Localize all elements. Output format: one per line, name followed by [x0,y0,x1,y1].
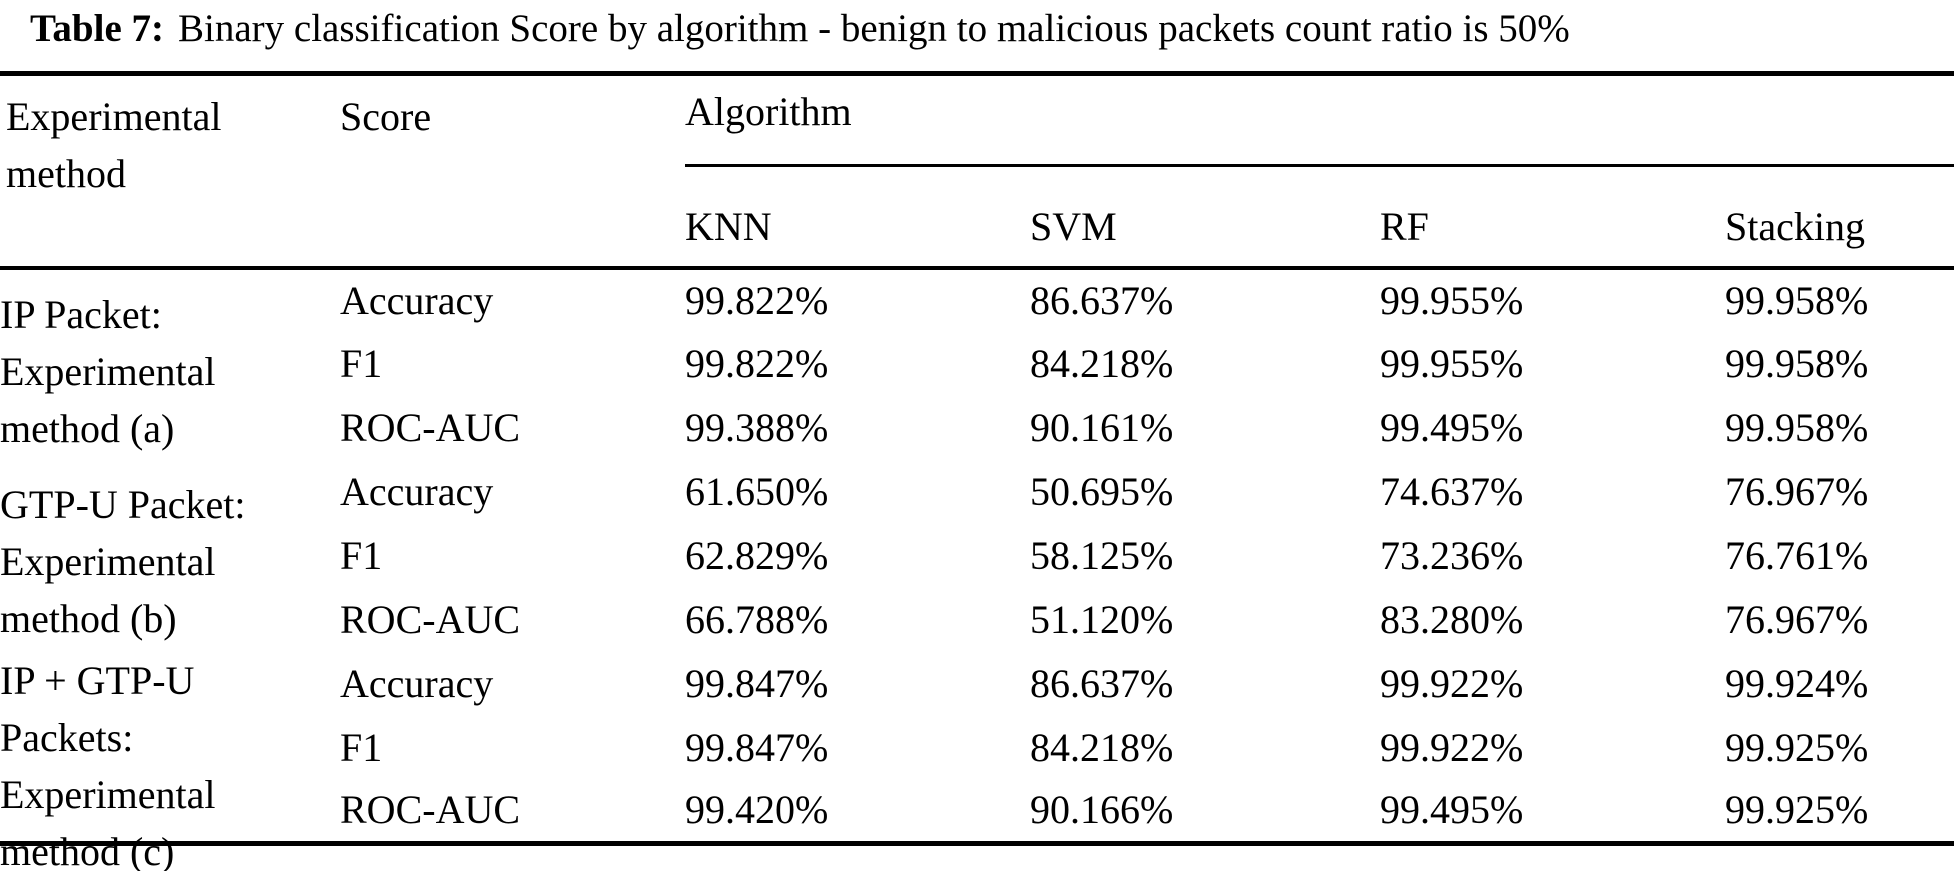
col-header-experimental-method: Experimental method [0,73,340,270]
table-caption: Table 7: Binary classification Score by a… [0,0,1954,52]
table-row: ROC-AUC 66.788% 51.120% 83.280% 76.967% [0,588,1954,652]
value-cell: 62.829% [685,532,829,578]
score-cell: Accuracy [340,660,494,706]
value-cell: 84.218% [1030,724,1174,770]
score-cell: ROC-AUC [340,787,521,833]
table-row: F1 99.822% 84.218% 99.955% 99.958% [0,332,1954,396]
col-header-rf: RF [1380,165,1725,270]
col-header-stacking: Stacking [1725,165,1954,270]
value-cell: 74.637% [1380,468,1524,514]
method-label-b: GTP-U Packet: Experimental method (b) [0,481,246,641]
score-cell: Accuracy [340,277,494,323]
value-cell: 86.637% [1030,277,1174,323]
col-header-svm: SVM [1030,165,1380,270]
table-row: IP + GTP-U Packets: Experimental method … [0,652,1954,871]
value-cell: 99.958% [1725,340,1869,386]
score-cell: ROC-AUC [340,596,521,642]
value-cell: 66.788% [685,596,829,642]
score-cell: Accuracy [340,468,494,514]
col-header-knn: KNN [685,165,1030,270]
value-cell: 99.922% [1380,660,1524,706]
value-cell: 90.161% [1030,404,1174,450]
value-cell: 99.922% [1380,724,1524,770]
value-cell: 99.955% [1380,277,1524,323]
table-row: F1 99.847% 84.218% 99.922% 99.925% [0,716,1954,780]
table-row: F1 62.829% 58.125% 73.236% 76.761% [0,524,1954,588]
value-cell: 51.120% [1030,596,1174,642]
value-cell: 99.925% [1725,724,1869,770]
col-group-header-algorithm: Algorithm [685,73,1954,167]
score-cell: ROC-AUC [340,404,521,450]
value-cell: 84.218% [1030,340,1174,386]
header-row-algorithms: KNN SVM RF Stacking [0,165,1954,270]
table-caption-text: Binary classification Score by algorithm… [178,7,1570,50]
method-cell-a: IP Packet: Experimental method (a) [0,268,340,460]
score-cell: F1 [340,724,383,770]
method-label-c: IP + GTP-U Packets: Experimental method … [0,657,216,871]
value-cell: 73.236% [1380,532,1524,578]
table-row: ROC-AUC 99.388% 90.161% 99.495% 99.958% [0,396,1954,460]
header-row-group: Experimental method Score Algorithm [0,73,1954,270]
value-cell: 99.388% [685,404,829,450]
value-cell: 50.695% [1030,468,1174,514]
value-cell: 99.822% [685,277,829,323]
table-row: GTP-U Packet: Experimental method (b) Ac… [0,460,1954,641]
value-cell: 76.967% [1725,596,1869,642]
value-cell: 99.495% [1380,787,1524,833]
value-cell: 99.924% [1725,660,1869,706]
value-cell: 86.637% [1030,660,1174,706]
col-header-score: Score [340,73,685,270]
method-label-a: IP Packet: Experimental method (a) [0,291,216,451]
value-cell: 99.955% [1380,340,1524,386]
results-table: Experimental method Score Algorithm KNN … [0,71,1954,871]
table-row: ROC-AUC 99.420% 90.166% 99.495% 99.925% [0,780,1954,844]
value-cell: 99.420% [685,787,829,833]
score-cell: F1 [340,532,383,578]
table-caption-label: Table 7: [30,7,165,50]
value-cell: 61.650% [685,468,829,514]
value-cell: 58.125% [1030,532,1174,578]
value-cell: 83.280% [1380,596,1524,642]
value-cell: 99.958% [1725,404,1869,450]
value-cell: 99.925% [1725,787,1869,833]
value-cell: 76.761% [1725,532,1869,578]
value-cell: 99.847% [685,724,829,770]
method-cell-c: IP + GTP-U Packets: Experimental method … [0,652,340,871]
value-cell: 90.166% [1030,787,1174,833]
value-cell: 99.847% [685,660,829,706]
value-cell: 99.495% [1380,404,1524,450]
value-cell: 99.822% [685,340,829,386]
value-cell: 99.958% [1725,277,1869,323]
score-cell: F1 [340,340,383,386]
table-row: IP Packet: Experimental method (a) Accur… [0,268,1954,451]
value-cell: 76.967% [1725,468,1869,514]
method-cell-b: GTP-U Packet: Experimental method (b) [0,460,340,652]
